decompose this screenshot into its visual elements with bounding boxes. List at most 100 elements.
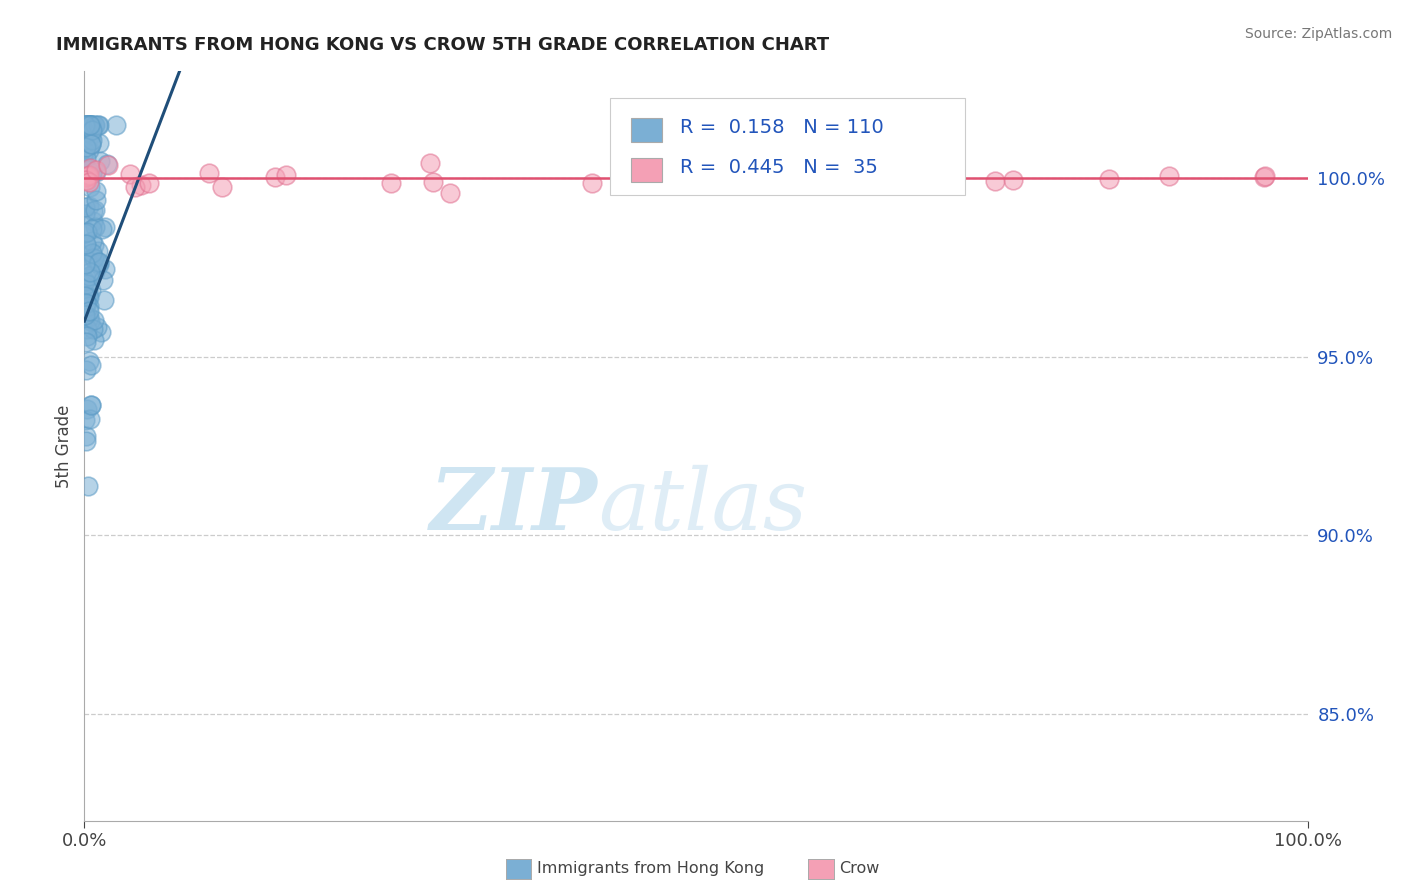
Y-axis label: 5th Grade: 5th Grade: [55, 404, 73, 488]
Point: [89, 254, 111, 268]
Point: [82, 322, 104, 336]
Point: [75, 308, 97, 322]
Point: [80, 246, 103, 260]
Point: [82, 166, 104, 180]
Point: [75, 434, 97, 448]
Point: [80, 128, 103, 143]
Point: [79, 412, 101, 426]
Point: [83, 238, 105, 252]
Point: [80, 166, 103, 180]
Point: [77, 310, 100, 324]
Point: [984, 174, 1007, 188]
Point: [94, 220, 117, 235]
Point: [77, 304, 100, 318]
Point: [94, 262, 117, 277]
Point: [84, 184, 107, 198]
Point: [75, 310, 97, 325]
Point: [76, 118, 98, 132]
Point: [1159, 169, 1181, 183]
Point: [80, 284, 103, 298]
Point: [91, 222, 114, 236]
Point: [82, 133, 104, 147]
Point: [79, 314, 101, 328]
Point: [89, 257, 111, 271]
Point: [76, 118, 98, 132]
Point: [75, 239, 97, 253]
Point: [75, 161, 97, 175]
Point: [75, 334, 97, 349]
Point: [79, 398, 101, 412]
Point: [118, 167, 141, 181]
Point: [76, 173, 98, 187]
Point: [76, 253, 98, 268]
Point: [758, 177, 780, 191]
Point: [76, 118, 98, 132]
Point: [73, 118, 96, 132]
Point: [380, 176, 402, 190]
Point: [77, 282, 100, 296]
Point: [82, 204, 104, 219]
Point: [75, 429, 97, 443]
Point: [75, 236, 97, 251]
Point: [80, 398, 103, 412]
Point: [80, 358, 103, 372]
Point: [80, 136, 103, 151]
Point: [77, 268, 100, 283]
Point: [76, 277, 98, 291]
Point: [84, 162, 107, 177]
Point: [73, 258, 96, 272]
Point: [198, 166, 221, 180]
Point: [80, 118, 103, 132]
Point: [104, 118, 127, 132]
Point: [75, 274, 97, 288]
Point: [79, 118, 101, 132]
Point: [1254, 169, 1277, 184]
Point: [84, 165, 107, 179]
Point: [93, 293, 115, 307]
Point: [87, 136, 110, 150]
Point: [77, 478, 100, 492]
Text: Immigrants from Hong Kong: Immigrants from Hong Kong: [537, 862, 765, 876]
Point: [900, 166, 922, 180]
Point: [79, 199, 101, 213]
Point: [73, 289, 96, 303]
Point: [87, 118, 110, 132]
Point: [79, 179, 101, 194]
Point: [91, 272, 114, 286]
Point: [76, 126, 98, 140]
Point: [129, 178, 152, 193]
Point: [76, 322, 98, 336]
Point: [82, 252, 104, 266]
Point: [77, 290, 100, 304]
Text: Source: ZipAtlas.com: Source: ZipAtlas.com: [1244, 27, 1392, 41]
Point: [73, 200, 96, 214]
Text: ZIP: ZIP: [430, 464, 598, 548]
Point: [90, 325, 112, 339]
Point: [76, 225, 98, 239]
Point: [96, 157, 118, 171]
Text: Crow: Crow: [839, 862, 880, 876]
Point: [77, 118, 100, 132]
Point: [77, 118, 100, 132]
Point: [76, 328, 98, 343]
Point: [73, 158, 96, 172]
Point: [710, 175, 733, 189]
Point: [1002, 173, 1025, 187]
Point: [76, 401, 98, 416]
Point: [1098, 171, 1121, 186]
Point: [84, 118, 107, 132]
Point: [745, 166, 768, 180]
Point: [86, 320, 108, 334]
Point: [79, 161, 101, 175]
Point: [76, 169, 98, 184]
Point: [76, 295, 98, 310]
Point: [1253, 170, 1275, 185]
Point: [97, 158, 120, 172]
Point: [83, 333, 105, 347]
FancyBboxPatch shape: [610, 97, 965, 195]
Point: [422, 175, 444, 189]
Point: [80, 123, 103, 137]
Point: [77, 175, 100, 189]
Point: [75, 151, 97, 165]
Point: [76, 297, 98, 311]
